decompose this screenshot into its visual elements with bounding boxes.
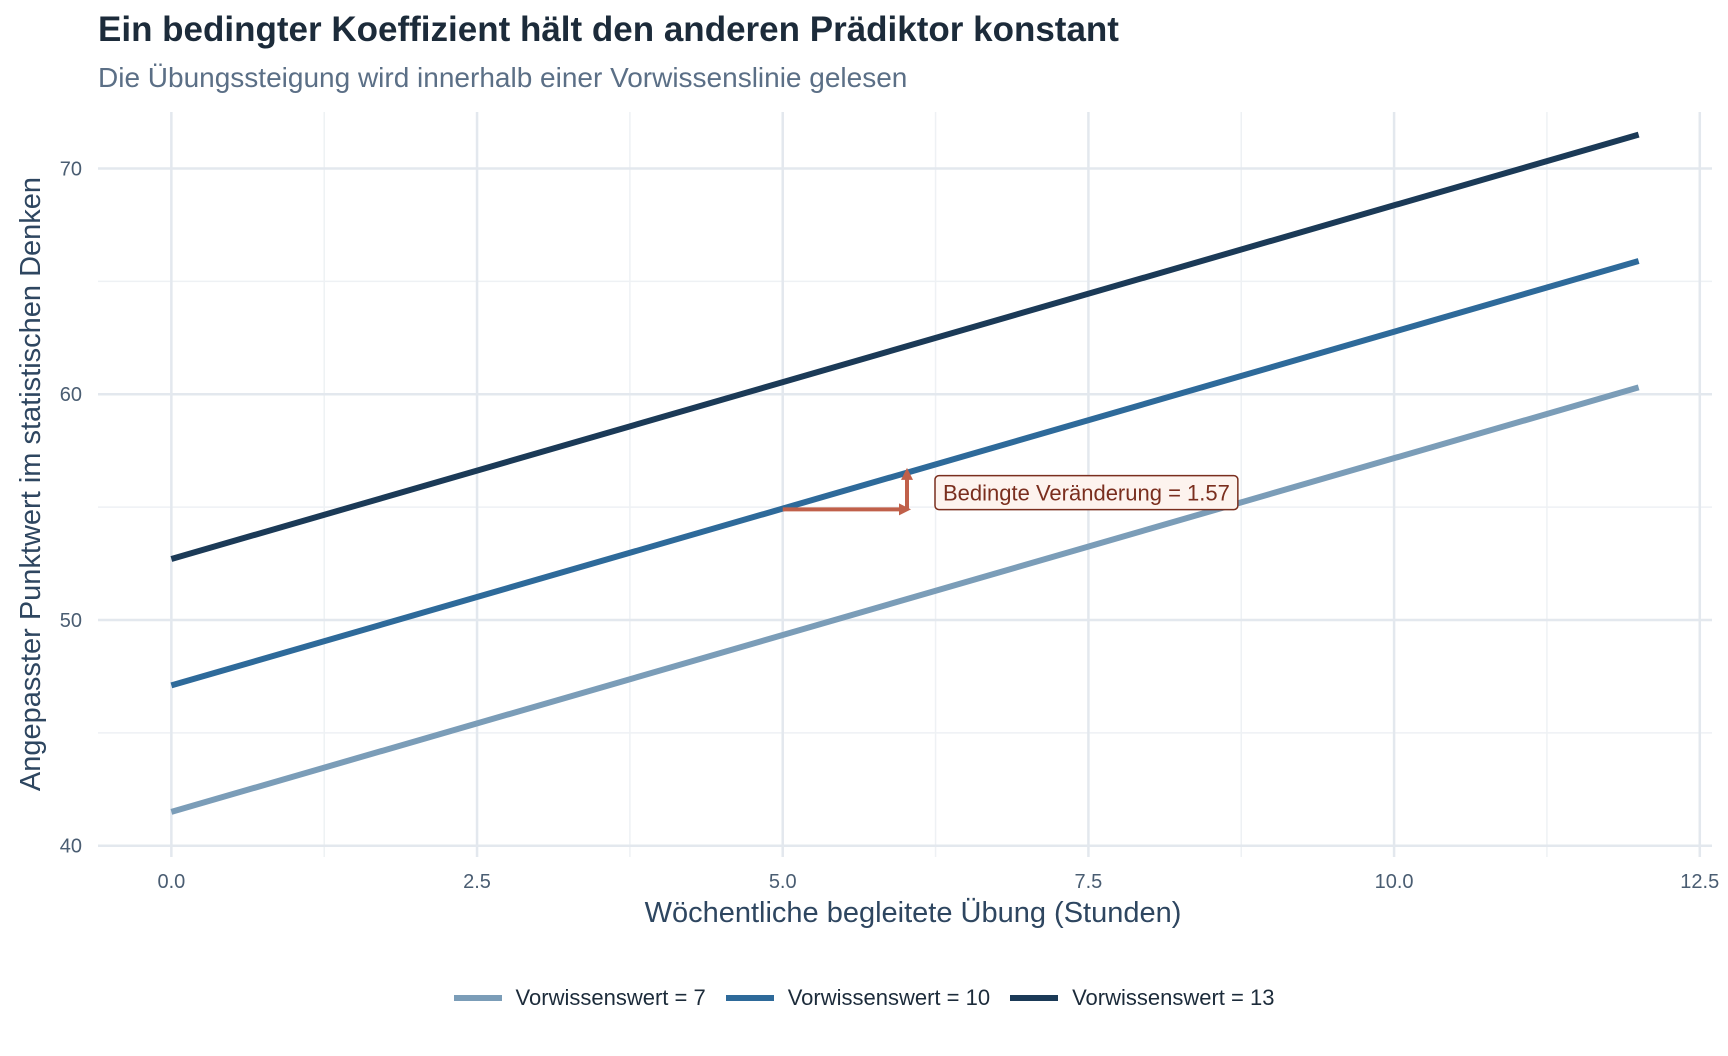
x-axis-ticks: 0.0 2.5 5.0 7.5 10.0 12.5 bbox=[157, 871, 1719, 893]
legend-swatch bbox=[453, 995, 502, 1001]
y-tick-label: 40 bbox=[60, 836, 82, 858]
y-tick-label: 70 bbox=[60, 158, 82, 180]
legend: Vorwissenswert = 7 Vorwissenswert = 10 Vor… bbox=[0, 985, 1728, 1011]
y-axis-ticks: 40 50 60 70 bbox=[60, 158, 82, 857]
arrowhead-up-icon bbox=[901, 467, 913, 480]
annotation-label: Bedingte Veränderung = 1.57 bbox=[943, 481, 1230, 506]
chart-subtitle: Die Übungssteigung wird innerhalb einer … bbox=[98, 62, 908, 93]
legend-item-2: Vorwissenswert = 10 bbox=[725, 985, 991, 1011]
x-tick-label: 5.0 bbox=[769, 871, 797, 893]
x-tick-label: 10.0 bbox=[1375, 871, 1414, 893]
series-line-1 bbox=[170, 384, 1640, 815]
legend-label: Vorwissenswert = 10 bbox=[787, 985, 991, 1010]
series-line-3 bbox=[170, 131, 1640, 562]
legend-label: Vorwissenswert = 7 bbox=[515, 985, 706, 1010]
legend-item-1: Vorwissenswert = 7 bbox=[453, 985, 706, 1011]
legend-swatch bbox=[1010, 995, 1059, 1001]
annotation: Bedingte Veränderung = 1.57 bbox=[782, 467, 1239, 516]
chart-title: Ein bedingter Koeffizient hält den ander… bbox=[98, 10, 1119, 49]
x-tick-label: 7.5 bbox=[1075, 871, 1103, 893]
x-tick-label: 0.0 bbox=[157, 871, 185, 893]
y-tick-label: 50 bbox=[60, 610, 82, 632]
x-axis-label: Wöchentliche begleitete Übung (Stunden) bbox=[645, 897, 1182, 929]
legend-item-3: Vorwissenswert = 13 bbox=[1010, 985, 1274, 1011]
legend-swatch bbox=[725, 995, 774, 1001]
x-tick-label: 12.5 bbox=[1680, 871, 1719, 893]
x-tick-label: 2.5 bbox=[463, 871, 491, 893]
y-tick-label: 60 bbox=[60, 384, 82, 406]
annotation-label-box bbox=[934, 474, 1239, 511]
y-axis-label: Angepasster Punktwert im statistischen D… bbox=[15, 177, 47, 791]
legend-label: Vorwissenswert = 13 bbox=[1072, 985, 1275, 1010]
